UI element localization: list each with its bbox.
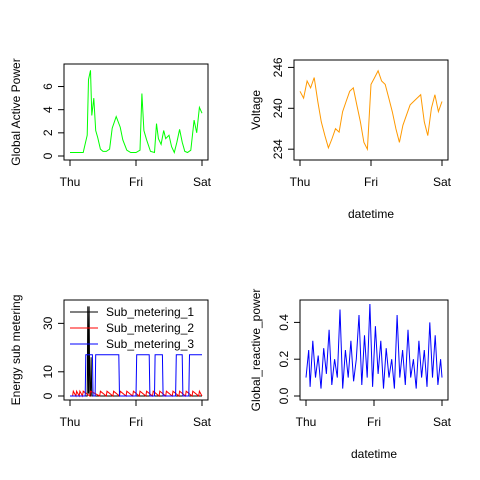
legend-label-3: Sub_metering_3 (106, 337, 194, 351)
x-tick-label: Sat (433, 415, 452, 429)
y-axis-label: Global Active Power (9, 58, 23, 165)
x-tick-label: Fri (129, 415, 143, 429)
series-line-3 (70, 354, 202, 397)
series-line-1 (70, 70, 203, 154)
panel-2: Thu Fri Sat 234 240 246 Voltage datetime (249, 57, 452, 221)
x-tick-label: Thu (60, 175, 81, 189)
panel-4: Thu Fri Sat 0.0 0.2 0.4 Global_reactive_powerd… (249, 289, 452, 461)
panel-3: Thu Fri Sat 0 10 30 Energy sub metering Sub_met… (9, 295, 212, 429)
y-tick-label: 30 (41, 316, 55, 330)
y-tick-label: 240 (271, 98, 285, 118)
x-tick-label: Thu (290, 175, 311, 189)
y-axis-label: Global_reactive_power (249, 289, 263, 412)
plot-frame (63, 63, 209, 161)
y-tick-label: 2 (41, 129, 55, 136)
y-tick-label: 246 (271, 57, 285, 77)
panel-1: Thu Fri Sat 0 2 4 6 Global Active Power (9, 58, 212, 189)
x-tick-label: Thu (296, 415, 317, 429)
plot-frame (293, 59, 449, 161)
legend-label-2: Sub_metering_2 (106, 321, 194, 335)
series-line-2 (70, 389, 203, 398)
x-tick-label: Thu (60, 415, 81, 429)
x-tick-label: Sat (193, 415, 212, 429)
x-tick-label: Fri (367, 415, 381, 429)
y-axis-label: Voltage (249, 90, 263, 130)
y-tick-label: 0 (41, 152, 55, 159)
x-tick-label: Sat (433, 175, 452, 189)
y-tick-label: 0.0 (277, 387, 291, 404)
y-tick-label: 0.4 (277, 314, 291, 331)
x-tick-label: Fri (364, 175, 378, 189)
series-line-1 (305, 303, 443, 389)
y-tick-label: 0 (41, 392, 55, 399)
legend-label-1: Sub_metering_1 (106, 305, 194, 319)
x-axis-label: datetime (348, 207, 394, 221)
x-tick-label: Sat (193, 175, 212, 189)
series-line-1 (299, 69, 443, 152)
x-axis-label: datetime (351, 447, 397, 461)
y-axis-label: Energy sub metering (9, 295, 23, 406)
y-tick-label: 10 (41, 365, 55, 379)
y-tick-label: 6 (41, 83, 55, 90)
y-tick-label: 234 (271, 139, 285, 159)
y-tick-label: 4 (41, 106, 55, 113)
y-tick-label: 0.2 (277, 351, 291, 368)
x-tick-label: Fri (129, 175, 143, 189)
